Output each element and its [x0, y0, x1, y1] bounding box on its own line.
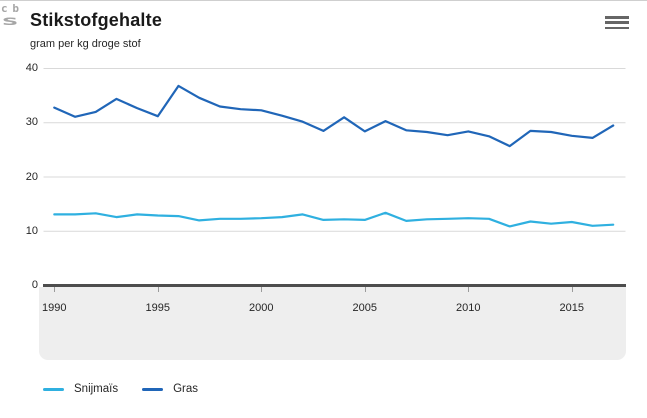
- x-tick-label: 1995: [145, 302, 171, 314]
- xaxis-band: [39, 286, 626, 360]
- y-tick-label: 10: [25, 224, 38, 237]
- x-tick-mark: [261, 287, 263, 292]
- x-tick-label: 2010: [456, 302, 481, 314]
- cbs-logo-bottom: s: [1, 14, 19, 29]
- x-tick-mark: [468, 287, 470, 292]
- series-line-gras[interactable]: [53, 84, 615, 148]
- chart-subtitle: gram per kg droge stof: [30, 38, 141, 50]
- hamburger-bar: [605, 21, 629, 24]
- x-tick-mark: [571, 287, 573, 292]
- series-line-snijmas[interactable]: [53, 211, 615, 228]
- x-tick-mark: [364, 287, 366, 292]
- y-tick-label: 20: [25, 170, 38, 183]
- x-tick-mark: [157, 287, 159, 292]
- x-tick-label: 2000: [249, 302, 274, 314]
- hamburger-bar: [605, 16, 629, 19]
- chart-title: Stikstofgehalte: [30, 10, 163, 30]
- legend-item-snijmas[interactable]: Snijmaïs: [43, 383, 118, 395]
- legend-item-gras[interactable]: Gras: [142, 383, 198, 395]
- hamburger-icon[interactable]: [604, 14, 630, 34]
- legend-label: Gras: [173, 383, 199, 395]
- legend-swatch: [142, 387, 164, 391]
- x-axis-line: [43, 284, 626, 287]
- legend-swatch: [43, 387, 64, 391]
- y-tick-label: 0: [31, 279, 38, 291]
- cbs-logo: cb s: [1, 2, 19, 29]
- y-tick-label: 30: [25, 116, 38, 129]
- y-tick-label: 40: [25, 62, 38, 74]
- x-tick-label: 2015: [559, 302, 585, 314]
- legend: Snijmaïs Gras: [43, 383, 198, 395]
- x-tick-mark: [54, 287, 56, 292]
- legend-label: Snijmaïs: [74, 383, 119, 395]
- x-tick-label: 2005: [352, 302, 378, 314]
- x-tick-label: 1990: [42, 302, 67, 314]
- hamburger-bar: [605, 26, 629, 30]
